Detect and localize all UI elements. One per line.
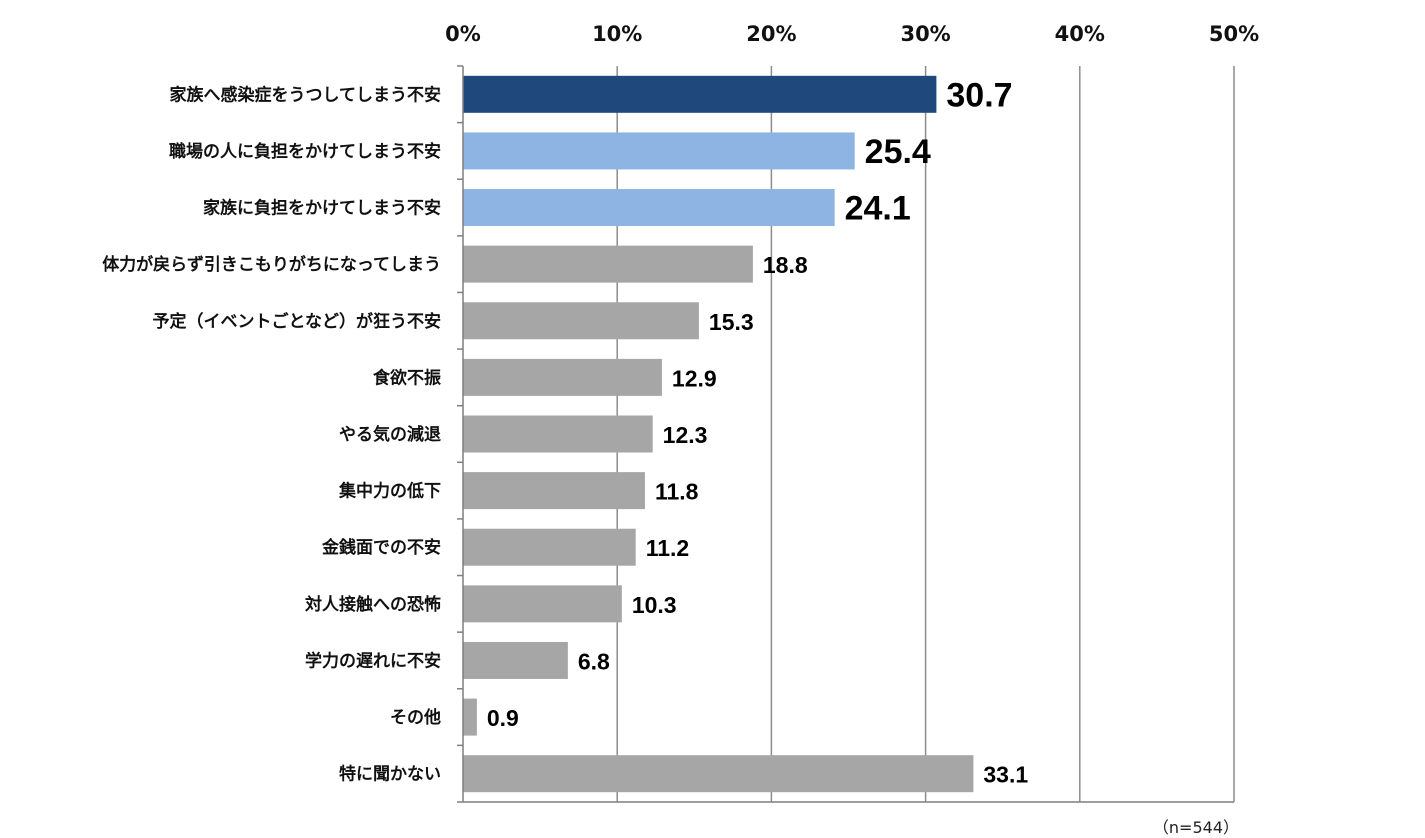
bar [463,302,699,340]
category-labels: 家族へ感染症をうつしてしまう不安職場の人に負担をかけてしまう不安家族に負担をかけ… [102,84,441,784]
bar [463,245,753,283]
bar [463,698,477,736]
category-label: 家族に負担をかけてしまう不安 [203,198,441,219]
value-label: 18.8 [763,252,808,278]
value-label: 12.9 [672,365,717,391]
value-labels: 30.7 25.4 24.1 18.8 15.3 12.9 12.3 11.8 11.2 10.3… [487,76,1028,787]
bars [463,75,974,793]
category-label: 集中力の低下 [338,481,441,502]
bar [463,528,636,566]
value-label: 10.3 [632,592,677,618]
category-label: 学力の遅れに不安 [305,650,441,671]
value-label: 15.3 [709,309,754,335]
category-label: 家族へ感染症をうつしてしまう不安 [170,84,442,105]
category-label: 予定（イベントごとなど）が狂う不安 [153,311,442,332]
value-label: 33.1 [983,762,1028,788]
x-tick-label: 10% [592,22,642,46]
value-label: 0.9 [487,705,519,731]
bar [463,132,855,170]
bar [463,189,835,227]
value-label: 25.4 [865,133,931,171]
grid-lines [616,66,1235,802]
x-tick-label: 40% [1055,22,1105,46]
bar [463,358,662,396]
category-label: 特に聞かない [339,764,441,785]
x-tick-label: 50% [1209,22,1259,46]
value-label: 11.2 [646,535,690,561]
category-label: 職場の人に負担をかけてしまう不安 [169,141,441,162]
category-label: その他 [390,707,441,728]
bar [463,585,622,623]
x-tick-label: 30% [900,22,950,46]
value-label: 24.1 [845,190,911,228]
category-label: 対人接触への恐怖 [304,594,441,615]
sample-size-note: （n=544） [1152,818,1239,837]
bar [463,472,645,510]
value-label: 11.8 [655,479,699,505]
x-tick-label: 20% [746,22,796,46]
bar [463,75,937,113]
category-label: 食欲不振 [373,367,441,388]
x-tick-labels: 0% 10% 20% 30% 40% 50% [445,22,1259,46]
bar [463,415,653,453]
axes [457,65,1234,803]
bar [463,755,974,793]
category-label: やる気の減退 [339,424,441,445]
category-label: 金銭面での不安 [321,537,441,558]
x-tick-label: 0% [445,22,481,46]
value-label: 12.3 [663,422,708,448]
bar [463,641,568,679]
value-label: 30.7 [946,76,1012,114]
value-label: 6.8 [578,648,610,674]
category-label: 体力が戻らず引きこもりがちになってしまう [102,254,441,275]
